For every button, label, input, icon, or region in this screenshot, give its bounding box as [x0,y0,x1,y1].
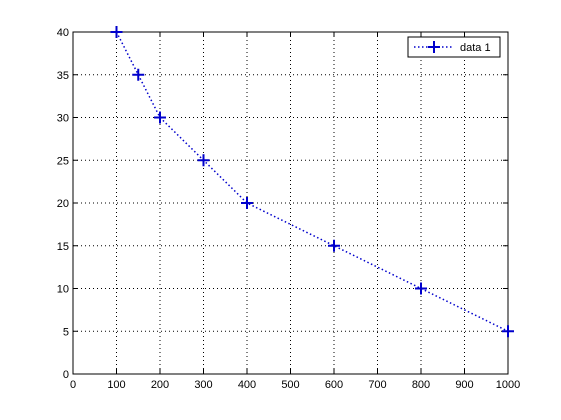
axes-box [72,31,509,375]
y-tick-label: 20 [57,198,69,210]
y-tick-label: 35 [57,70,69,82]
data-marker [328,239,340,252]
data-marker [110,26,123,38]
data-marker [197,154,210,167]
x-tick-label: 300 [194,379,212,391]
x-tick-label: 200 [151,379,169,391]
data-marker [241,197,253,209]
x-tick-label: 500 [281,379,299,391]
y-tick-label: 5 [63,326,69,338]
y-tick-label: 0 [63,369,69,381]
data-marker [154,111,166,124]
y-tick-label: 30 [57,113,69,125]
x-tick-label: 900 [455,379,473,391]
legend-label: data 1 [460,42,491,54]
y-tick-label: 10 [57,284,69,296]
x-tick-label: 100 [107,379,125,391]
x-tick-label: 400 [238,379,256,391]
x-tick-label: 0 [70,379,76,391]
x-tick-label: 700 [368,379,386,391]
data-marker [132,68,145,81]
x-tick-label: 800 [412,379,430,391]
y-tick-label: 15 [57,241,69,253]
x-tick-label: 1000 [496,379,520,391]
legend-box [407,36,501,58]
y-tick-label: 25 [57,155,69,167]
y-tick-label: 40 [57,27,69,39]
data-marker [415,282,427,295]
legend-marker [428,41,440,53]
x-tick-label: 600 [325,379,343,391]
data-marker [502,325,514,338]
plot-area [73,32,508,374]
